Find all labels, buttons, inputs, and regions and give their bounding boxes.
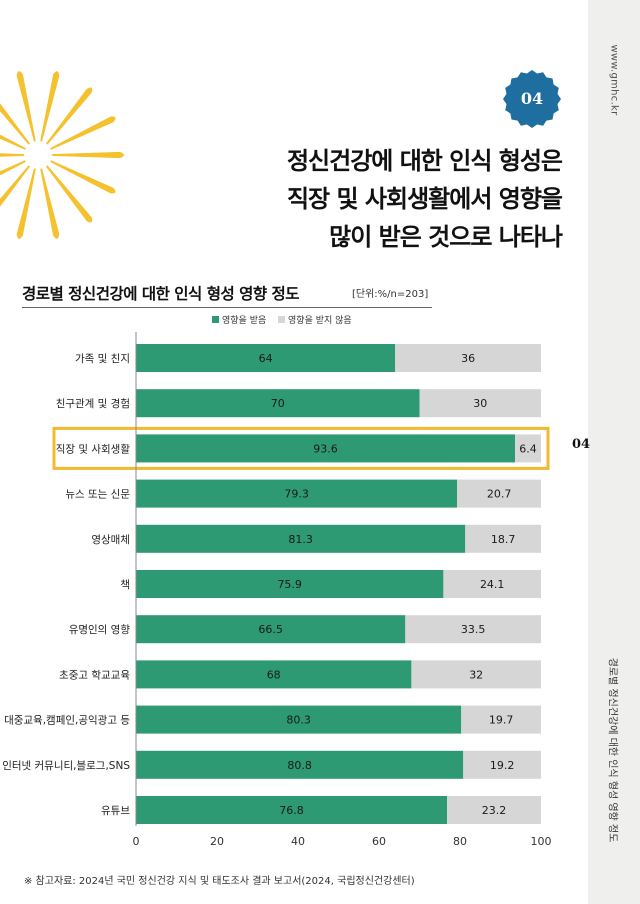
sun-ray [50, 160, 116, 194]
sun-ray [16, 71, 36, 142]
sun-ray [16, 168, 36, 239]
data-label: 64 [259, 352, 273, 365]
highlight-box [52, 426, 550, 470]
bar-influenced [136, 705, 462, 734]
category-label: 유튜브 [101, 805, 130, 817]
bar-not-influenced [411, 660, 541, 689]
category-label: 책 [120, 579, 130, 591]
x-tick-label: 80 [453, 835, 467, 848]
data-label: 79.3 [284, 488, 309, 501]
data-label: 93.6 [313, 442, 338, 455]
sun-ray [51, 151, 124, 159]
x-tick-label: 40 [291, 835, 305, 848]
bar-not-influenced [443, 570, 541, 598]
category-label: 유명인의 영향 [69, 624, 131, 636]
data-label: 24.1 [480, 578, 505, 591]
sun-ray [40, 71, 60, 142]
badge-number: 04 [520, 89, 544, 108]
bar-influenced [136, 479, 458, 508]
sun-ray [0, 134, 26, 150]
data-label: 19.7 [489, 714, 514, 727]
data-label: 23.2 [482, 804, 507, 817]
bar-influenced [136, 524, 466, 553]
headline: 정신건강에 대한 인식 형성은 직장 및 사회생활에서 영향을 많이 받은 것으… [286, 142, 563, 256]
data-label: 80.3 [286, 714, 311, 727]
sun-ray [0, 103, 31, 145]
data-label: 33.5 [461, 623, 486, 636]
headline-line: 직장 및 사회생활에서 영향을 [286, 185, 563, 213]
sunburst-icon [0, 71, 124, 239]
data-label: 75.9 [277, 578, 302, 591]
category-label: 초중고 학교교육 [59, 669, 130, 681]
bar-not-influenced [395, 344, 541, 372]
bar-influenced [136, 615, 406, 644]
footnote: ※ 참고자료: 2024년 국민 정신건강 지식 및 태도조사 결과 보고서(2… [24, 876, 415, 887]
bar-not-influenced [461, 705, 541, 734]
x-tick-label: 100 [531, 835, 552, 848]
bar-not-influenced [405, 615, 541, 644]
title-underline [22, 307, 432, 308]
category-label: 인터넷 커뮤니티,블로그,SNS [2, 760, 130, 772]
bar-influenced [136, 434, 516, 463]
bar-influenced [136, 796, 448, 824]
data-label: 70 [271, 397, 285, 410]
x-tick-label: 60 [372, 835, 386, 848]
section-marker: 04 [572, 437, 591, 452]
sun-ray [0, 160, 26, 176]
chart-unit: [단위:%/n=203] [352, 289, 429, 300]
data-label: 6.4 [519, 442, 537, 455]
x-tick-label: 0 [133, 835, 140, 848]
sun-ray [45, 87, 93, 145]
legend-label: 영향을 받지 않음 [288, 316, 352, 326]
sun-ray [40, 168, 60, 239]
legend-swatch-influenced [212, 316, 219, 323]
headline-line: 정신건강에 대한 인식 형성은 [286, 147, 563, 175]
data-label: 76.8 [279, 804, 304, 817]
x-tick-label: 20 [210, 835, 224, 848]
bar-not-influenced [419, 389, 541, 418]
chart-title: 경로별 정신건강에 대한 인식 형성 영향 정도 [22, 285, 300, 303]
category-label: 가족 및 친지 [75, 353, 130, 365]
bar-not-influenced [515, 434, 541, 463]
bar-influenced [136, 389, 420, 418]
bar-not-influenced [447, 796, 541, 824]
data-label: 36 [461, 352, 475, 365]
sun-ray [50, 116, 116, 150]
category-label: 직장 및 사회생활 [56, 442, 131, 455]
category-label: 친구관계 및 경험 [56, 397, 130, 410]
data-label: 81.3 [288, 533, 313, 546]
sun-ray [0, 153, 25, 157]
category-label: 영상매체 [91, 534, 130, 546]
bar-influenced [136, 570, 444, 598]
data-label: 20.7 [487, 488, 512, 501]
data-label: 18.7 [491, 533, 516, 546]
data-label: 80.8 [287, 759, 312, 772]
data-label: 68 [267, 668, 281, 681]
side-strip [588, 0, 640, 904]
bar-not-influenced [457, 479, 541, 508]
bar-influenced [136, 660, 412, 689]
data-label: 30 [473, 397, 487, 410]
bar-not-influenced [463, 750, 541, 779]
data-label: 19.2 [490, 759, 515, 772]
badge-shape [503, 70, 561, 128]
site-url: www.gmhc.kr [608, 44, 620, 116]
headline-line: 많이 받은 것으로 나타나 [329, 223, 563, 251]
bar-influenced [136, 750, 464, 779]
bar-not-influenced [465, 524, 541, 553]
data-label: 32 [469, 668, 483, 681]
sun-ray [0, 165, 31, 207]
category-label: 대중교육,캠페인,공익광고 등 [4, 715, 130, 727]
legend-swatch-not-influenced [278, 316, 286, 323]
legend-label: 영향을 받음 [222, 316, 267, 326]
bar-influenced [136, 344, 396, 372]
sun-ray [45, 165, 93, 223]
side-section-title: 경로별 정신건강에 대한 인식 형성 영향 정도 [606, 657, 618, 843]
category-label: 뉴스 또는 신문 [65, 489, 130, 501]
data-label: 66.5 [258, 623, 283, 636]
